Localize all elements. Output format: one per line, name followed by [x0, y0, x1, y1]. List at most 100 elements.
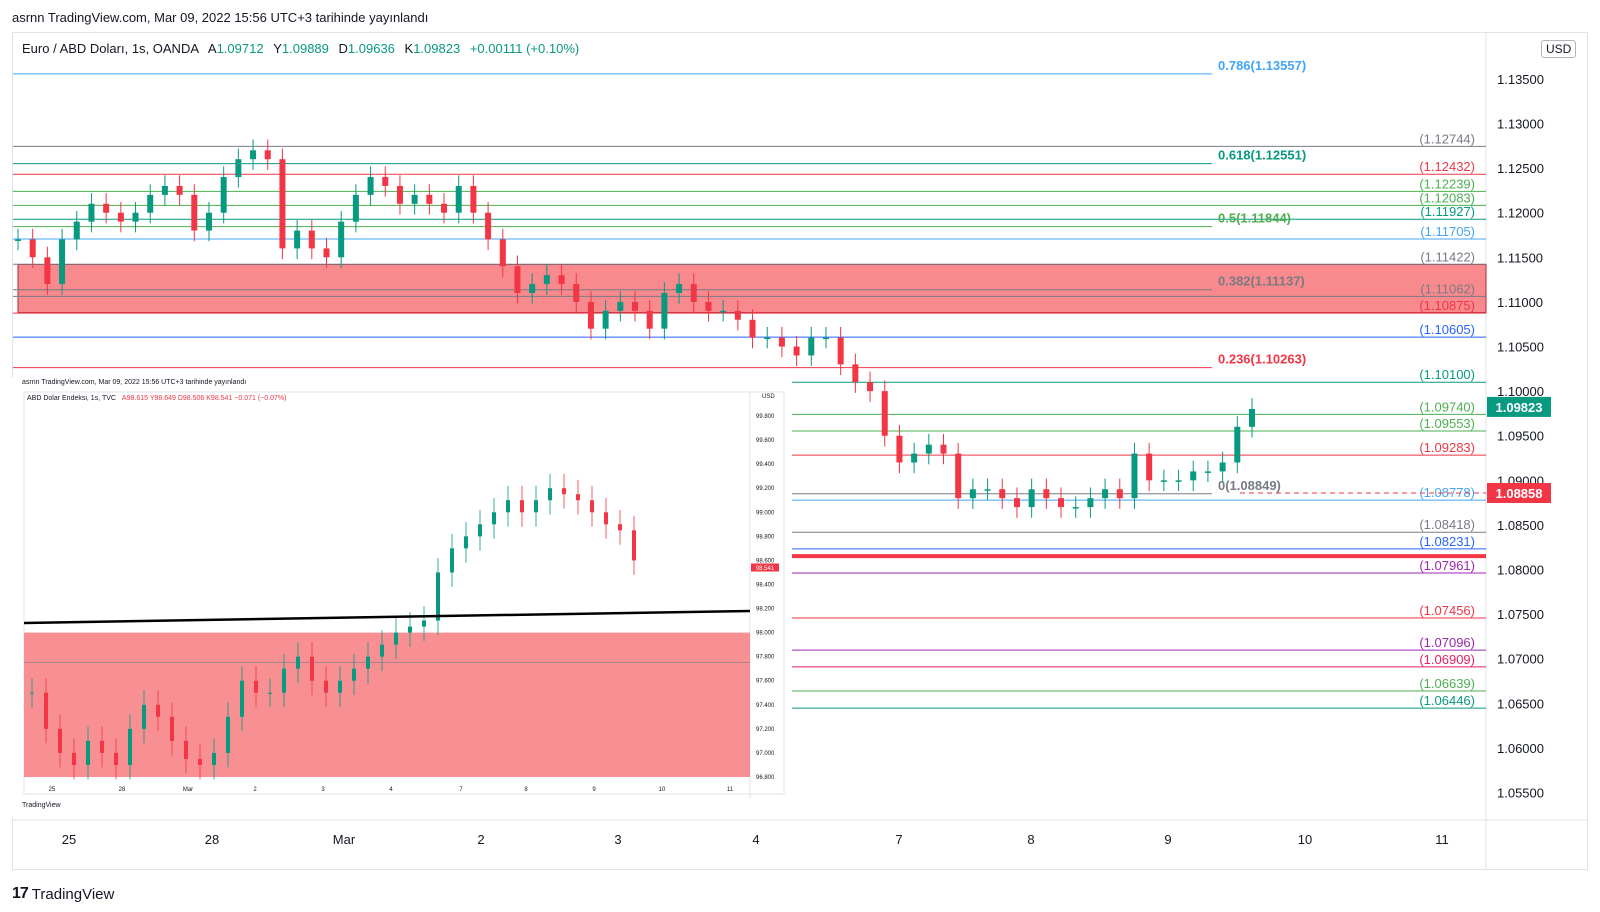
candle-body	[59, 239, 66, 285]
inset-candle-body	[44, 692, 48, 729]
candle-body	[294, 230, 301, 249]
candle-body	[602, 310, 609, 329]
inset-candle-body	[100, 740, 104, 753]
candle-body	[837, 337, 844, 365]
fib-label: 0.236(1.10263)	[1218, 352, 1306, 367]
candle-body	[279, 159, 286, 249]
fib-label: 0(1.08849)	[1218, 478, 1281, 493]
candle-body	[352, 194, 359, 222]
candle-body	[925, 444, 932, 454]
level-label: (1.06639)	[1419, 676, 1475, 691]
inset-candle-body	[324, 680, 328, 693]
candle-body	[205, 212, 212, 231]
inset-candle-body	[436, 572, 440, 621]
inset-chart-panel: asrnn TradingView.com, Mar 09, 2022 15:5…	[12, 378, 792, 818]
level-label: (1.07456)	[1419, 603, 1475, 618]
inset-time-tick-label: 25	[49, 787, 56, 793]
candle-body	[764, 337, 771, 340]
inset-chart: 99.800 99.600 99.400 99.200 99.000 98.800 98.6…	[23, 391, 785, 798]
price-tick-label: 1.13000	[1497, 117, 1544, 132]
candle-body	[338, 221, 345, 258]
inset-price-tick-label: 97.600	[756, 679, 775, 685]
inset-candle-body	[338, 680, 342, 693]
inset-candle-body	[604, 512, 608, 525]
last-price-tag: 1.09823	[1496, 400, 1543, 415]
ohlc-high: 1.09889	[281, 41, 329, 56]
candle-body	[587, 301, 594, 329]
inset-candle-body	[296, 656, 300, 669]
candle-body	[235, 159, 242, 178]
inset-price-tick-label: 97.200	[756, 727, 775, 733]
published-caption: asrnn TradingView.com, Mar 09, 2022 15:5…	[12, 10, 429, 25]
inset-candle-body	[478, 524, 482, 537]
marker-price-tag: 1.08858	[1496, 486, 1543, 501]
inset-price-tick-label: 98.200	[756, 607, 775, 613]
level-label: (1.12239)	[1419, 176, 1475, 191]
candle-body	[15, 239, 21, 241]
inset-candle-body	[380, 644, 384, 657]
candle-body	[1072, 507, 1079, 509]
candle-body	[176, 185, 183, 195]
inset-time-tick-label: Mar	[183, 787, 193, 793]
last-price-tag-bg	[1487, 396, 1551, 417]
candle-body	[632, 301, 638, 311]
level-label: (1.11927)	[1420, 204, 1475, 219]
candle-body	[705, 301, 712, 311]
inset-candle-body	[58, 728, 62, 753]
candle-body	[499, 239, 506, 267]
inset-symbol-legend: ABD Dolar Endeksi, 1s, TVC A98.615 Y98.6…	[27, 395, 286, 402]
inset-candle-body	[72, 752, 76, 765]
candle-body	[132, 212, 139, 222]
inset-candle-body	[576, 494, 580, 501]
inset-ohlc: A98.615 Y98.649 D98.506 K98.541 −0.071 (…	[121, 395, 287, 402]
price-tick-label: 1.10500	[1497, 340, 1544, 355]
candle-body	[396, 185, 403, 204]
inset-time-tick-label: 7	[459, 787, 463, 793]
currency-selector[interactable]: USD	[1541, 40, 1577, 58]
candle-body	[720, 310, 727, 313]
candle-body	[455, 185, 462, 213]
ohlc-high-label: Y	[273, 41, 282, 56]
fib-label: 0.5(1.11844)	[1218, 211, 1291, 226]
price-tick-label: 1.08000	[1497, 563, 1544, 578]
candle-body	[1190, 471, 1197, 481]
candle-body	[896, 435, 903, 463]
candle-body	[1204, 471, 1211, 473]
brand-footer[interactable]: 17 TradingView	[12, 885, 114, 903]
candle-body	[661, 293, 668, 329]
candle-body	[88, 203, 95, 222]
candle-body	[426, 194, 433, 204]
ohlc-low-label: D	[338, 41, 348, 56]
inset-price-tick-label: 99.600	[756, 438, 775, 444]
inset-price-tick-label: 99.200	[756, 486, 775, 492]
price-tick-label: 1.08500	[1497, 518, 1544, 533]
ohlc-open-label: A	[207, 41, 217, 56]
time-tick-label: 2	[477, 832, 484, 847]
inset-demand-zone	[24, 632, 750, 777]
candle-body	[29, 239, 36, 258]
inset-price-tick-label: 97.000	[756, 751, 775, 757]
level-label: (1.12744)	[1419, 131, 1475, 146]
inset-candle-body	[30, 692, 34, 694]
candle-body	[1087, 498, 1094, 508]
candle-body	[573, 284, 580, 302]
inset-published-caption: asrnn TradingView.com, Mar 09, 2022 15:5…	[22, 379, 247, 386]
candle-body	[1116, 489, 1123, 499]
level-label: (1.10605)	[1419, 322, 1475, 337]
ohlc-change: +0.00111 (+0.10%)	[469, 41, 580, 56]
inset-candle-body	[548, 488, 552, 501]
inset-candle-body	[282, 668, 286, 693]
inset-candle-body	[114, 752, 118, 765]
level-label: (1.12432)	[1419, 159, 1475, 174]
candle-body	[778, 337, 785, 347]
candle-body	[690, 284, 697, 302]
candle-body	[485, 212, 492, 240]
candle-body	[103, 203, 110, 213]
level-label: (1.07096)	[1419, 635, 1475, 650]
inset-candle-body	[506, 500, 510, 513]
level-label: (1.11705)	[1420, 224, 1475, 239]
candle-body	[220, 177, 227, 213]
inset-candle-body	[464, 536, 468, 549]
price-tick-label: 1.06500	[1497, 696, 1544, 711]
candle-body	[250, 150, 257, 160]
